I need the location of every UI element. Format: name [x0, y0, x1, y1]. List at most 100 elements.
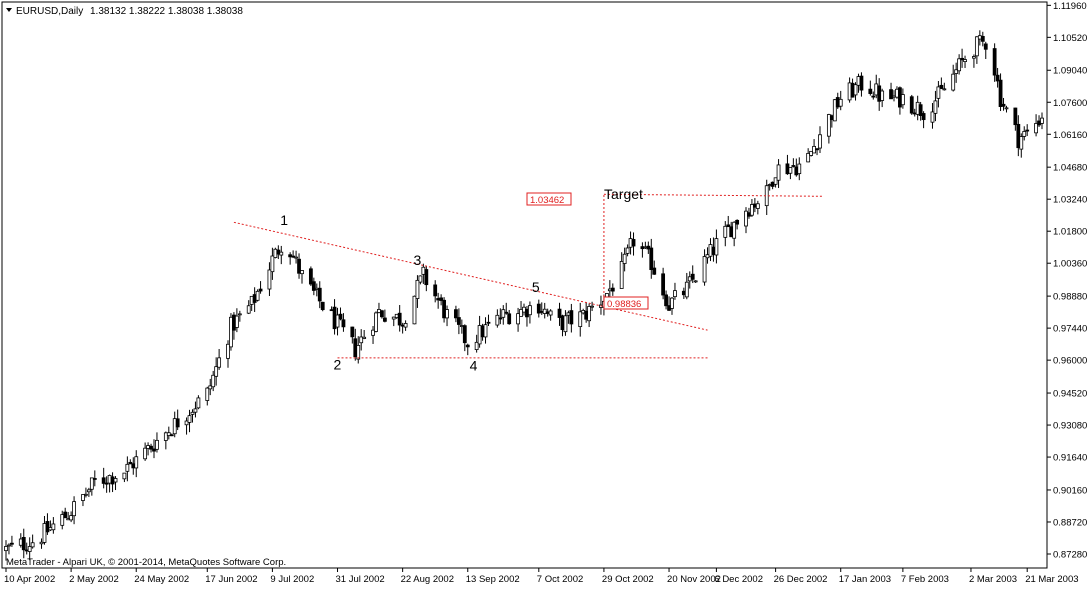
candle-up — [516, 313, 520, 325]
candle-up — [394, 313, 399, 319]
breakout-price-box — [603, 296, 649, 310]
candle-up — [590, 305, 594, 308]
candle-up — [578, 311, 583, 328]
candle-up — [723, 225, 728, 238]
candle-down — [652, 267, 657, 275]
candle-up — [211, 374, 216, 388]
candle-up — [72, 501, 76, 517]
candle-down — [631, 239, 636, 247]
candle-down — [232, 314, 236, 331]
candle-down — [454, 309, 458, 319]
candle-up — [356, 345, 361, 360]
candle-up — [187, 415, 192, 423]
candle-down — [329, 309, 334, 312]
candle-up — [362, 336, 367, 339]
candle-up — [267, 269, 272, 290]
candle-up — [957, 58, 962, 72]
candle-down — [889, 89, 893, 100]
candle-down — [1013, 107, 1018, 126]
x-tick-label: 21 Mar 2003 — [1025, 574, 1078, 585]
candle-down — [752, 203, 757, 208]
candle-up — [255, 290, 260, 301]
candle-down — [152, 448, 156, 452]
candle-down — [498, 317, 503, 320]
y-tick-label: 1.06160 — [1053, 130, 1087, 141]
candle-up — [51, 523, 56, 531]
candle-up — [415, 279, 420, 299]
point-label-1: 1 — [280, 212, 288, 228]
candle-up — [693, 280, 698, 283]
candle-down — [433, 284, 438, 297]
candle-up — [477, 325, 482, 345]
candle-down — [436, 298, 441, 301]
candle-up — [226, 343, 230, 359]
candle-down — [353, 338, 358, 358]
ohlc-readout: 1.38132 1.38222 1.38038 1.38038 — [90, 6, 243, 17]
candle-up — [892, 95, 896, 98]
candle-up — [622, 253, 627, 264]
candle-down — [909, 96, 914, 114]
x-tick-label: 20 Nov 2002 — [667, 574, 721, 585]
x-tick-label: 17 Jan 2003 — [839, 574, 891, 585]
candle-up — [234, 315, 239, 328]
candle-up — [776, 164, 781, 181]
candle-down — [424, 269, 429, 286]
y-tick-label: 1.04680 — [1053, 163, 1087, 174]
candle-up — [895, 88, 899, 98]
candle-down — [557, 308, 562, 318]
x-tick-label: 10 Apr 2002 — [4, 574, 55, 585]
target-line — [603, 193, 823, 197]
candle-down — [442, 299, 446, 319]
candle-down — [308, 268, 313, 285]
candle-up — [89, 477, 94, 490]
candle-down — [350, 326, 355, 338]
breakout-price: 0.98836 — [607, 299, 641, 310]
candle-up — [977, 35, 982, 40]
candle-down — [24, 549, 29, 552]
candle-down — [128, 461, 133, 465]
candle-up — [936, 86, 941, 99]
candle-down — [276, 249, 281, 255]
point-label-5: 5 — [532, 279, 540, 295]
y-tick-label: 1.10520 — [1053, 33, 1087, 44]
candle-down — [661, 273, 666, 296]
candle-up — [643, 246, 648, 249]
candle-down — [288, 254, 293, 258]
y-tick-label: 0.87280 — [1053, 549, 1087, 560]
candle-down — [640, 246, 645, 250]
candle-up — [294, 256, 298, 259]
candle-down — [992, 48, 997, 76]
candle-up — [60, 514, 65, 526]
candle-down — [649, 247, 654, 271]
candle-down — [1037, 120, 1041, 126]
candle-up — [566, 312, 571, 316]
candle-up — [880, 90, 885, 101]
candle-up — [702, 256, 707, 283]
candle-up — [155, 439, 159, 450]
candle-up — [705, 254, 710, 259]
candle-up — [42, 523, 47, 543]
candle-down — [297, 258, 301, 274]
pattern-lines-layer — [233, 193, 823, 359]
candle-down — [525, 308, 529, 318]
candle-down — [382, 317, 387, 322]
candle-up — [773, 177, 778, 185]
candle-up — [522, 306, 526, 313]
candle-down — [252, 294, 257, 303]
candle-up — [767, 184, 772, 186]
candle-up — [273, 248, 278, 258]
y-tick-label: 0.88720 — [1053, 517, 1087, 528]
candle-up — [826, 114, 831, 137]
candle-down — [998, 79, 1003, 107]
copyright-text: MetaTrader - Alpari UK, © 2001-2014, Met… — [6, 557, 286, 568]
y-tick-label: 0.97440 — [1053, 324, 1087, 335]
candle-down — [169, 434, 174, 437]
candle-up — [163, 432, 168, 441]
candle-down — [569, 310, 574, 325]
symbol-dropdown-icon[interactable] — [6, 8, 12, 12]
y-tick-label: 0.90160 — [1053, 485, 1087, 496]
candle-down — [462, 325, 467, 344]
